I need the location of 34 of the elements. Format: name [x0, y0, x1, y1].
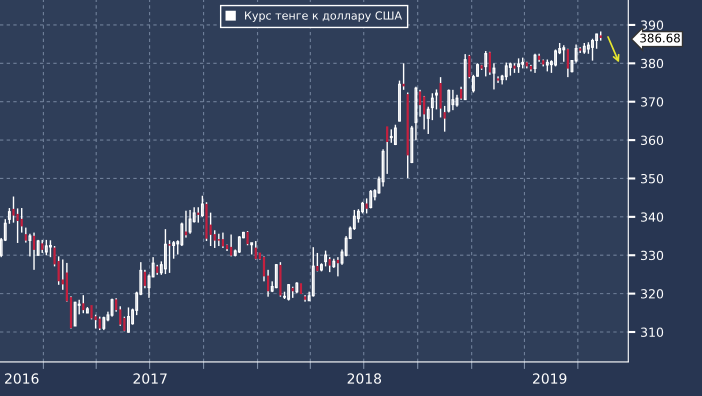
y-tick-label: 390: [641, 20, 664, 30]
x-tick-label: 2019: [533, 373, 566, 384]
candlestick: [390, 128, 393, 144]
candlestick: [214, 230, 216, 249]
y-tick-label: 350: [641, 174, 664, 184]
candlestick: [451, 89, 454, 111]
candlestick: [439, 76, 442, 118]
x-tick-label: 2017: [134, 373, 167, 384]
candlestick: [62, 258, 64, 290]
y-tick-label: 330: [641, 250, 664, 260]
candlestick: [28, 233, 32, 258]
candlestick: [521, 56, 524, 70]
candlestick: [58, 256, 60, 286]
y-tick-label: 370: [641, 97, 664, 107]
candlestick: [246, 230, 249, 246]
y-tick-label: 340: [641, 212, 664, 222]
text: 386.68: [640, 34, 680, 43]
candlestick: [209, 212, 212, 247]
candlestick: [266, 269, 270, 298]
x-tick-label: 2016: [5, 373, 39, 384]
candlestick: [94, 314, 97, 330]
candlestick: [324, 250, 328, 268]
candlestick: [517, 58, 520, 74]
candlestick: [16, 208, 19, 244]
candlestick: [218, 233, 220, 247]
candlestick: [444, 105, 446, 132]
y-tick-label: 310: [641, 327, 664, 337]
candlestick: [20, 207, 23, 234]
y-tick-label: 380: [641, 58, 664, 68]
y-tick-label: 360: [641, 136, 664, 146]
x-tick-label: 2018: [348, 373, 382, 384]
legend-label: Курс тенге к доллару США: [245, 11, 402, 22]
y-tick-label: 320: [641, 289, 664, 299]
candlestick: [164, 228, 167, 275]
